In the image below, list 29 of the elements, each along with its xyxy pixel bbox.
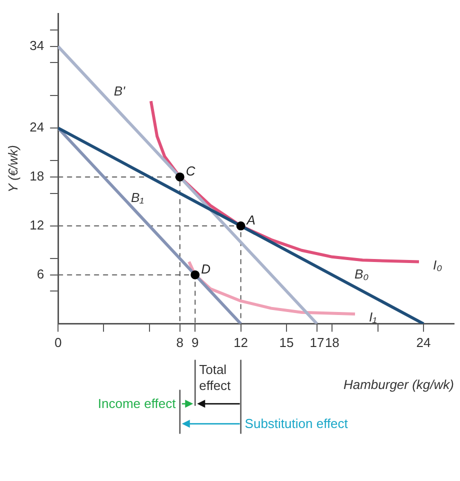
y-tick-label: 12 (30, 217, 44, 232)
series-label: I₁ (369, 310, 377, 325)
annotation: A (246, 212, 256, 228)
point (175, 172, 184, 182)
point (190, 270, 200, 280)
x-axis-title: Hamburger (kg/wk) (343, 376, 454, 392)
text: Income effect (98, 396, 176, 412)
x-tick-label: 0 (54, 335, 62, 350)
x-tick-label: 18 (324, 335, 340, 350)
y-tick-label: 6 (36, 266, 44, 282)
annotation: C (186, 164, 196, 179)
x-tick-label: 12 (234, 335, 248, 350)
annotation: D (201, 261, 211, 276)
x-tick-label: 8 (176, 335, 184, 350)
y-axis-title: Y (€/wk) (5, 145, 20, 193)
x-tick-label: 24 (416, 335, 431, 350)
series-label: B' (114, 84, 126, 99)
x-tick-label: 15 (279, 335, 294, 350)
series-label: I₀ (432, 257, 443, 272)
x-tick-label: 17 (310, 335, 324, 350)
y-tick-label: 24 (30, 120, 44, 135)
y-tick-label: 18 (30, 168, 44, 184)
series-label: B₁ (131, 190, 144, 206)
text: Total effect (199, 362, 232, 394)
series-label: B₀ (354, 266, 370, 282)
point (236, 221, 246, 230)
text: Substitution effect (244, 416, 348, 432)
y-tick-label: 34 (30, 38, 44, 54)
x-tick-label: 9 (192, 335, 199, 350)
